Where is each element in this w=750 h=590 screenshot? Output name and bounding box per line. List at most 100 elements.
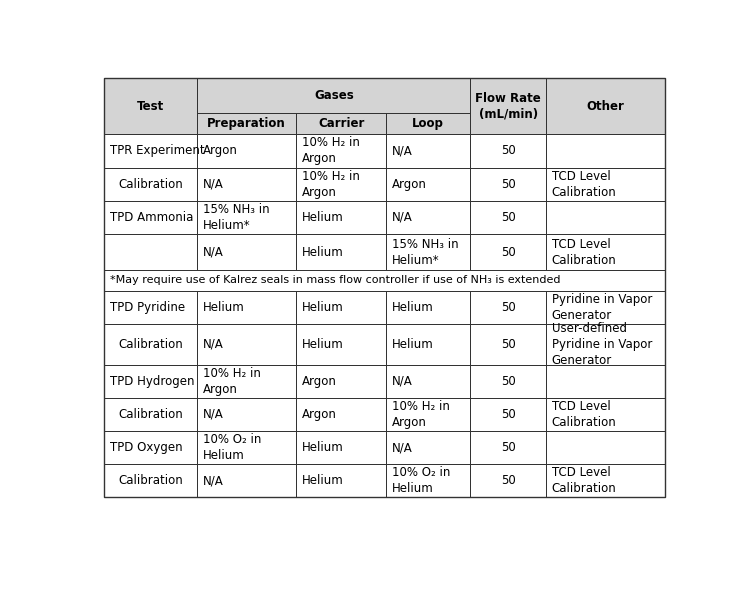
Text: N/A: N/A <box>392 375 412 388</box>
Bar <box>546 431 664 464</box>
Text: Argon: Argon <box>203 145 238 158</box>
Bar <box>386 464 470 497</box>
Bar <box>197 234 296 270</box>
Text: Helium: Helium <box>302 338 344 351</box>
Bar <box>546 365 664 398</box>
Text: Preparation: Preparation <box>207 117 286 130</box>
Text: N/A: N/A <box>392 145 412 158</box>
Bar <box>546 291 664 324</box>
Bar <box>546 168 664 201</box>
Text: N/A: N/A <box>392 211 412 224</box>
Bar <box>386 168 470 201</box>
Text: TCD Level
Calibration: TCD Level Calibration <box>552 400 616 429</box>
Bar <box>296 291 386 324</box>
Bar <box>197 324 296 365</box>
Text: 50: 50 <box>501 375 515 388</box>
Text: TPD Ammonia: TPD Ammonia <box>110 211 194 224</box>
Bar <box>546 291 664 324</box>
Bar <box>296 464 386 497</box>
Text: 50: 50 <box>501 338 515 351</box>
Bar <box>197 291 296 324</box>
Bar <box>197 291 296 324</box>
Bar <box>296 365 386 398</box>
Bar <box>546 398 664 431</box>
Bar <box>104 270 664 291</box>
Bar <box>386 431 470 464</box>
Text: TPD Oxygen: TPD Oxygen <box>110 441 183 454</box>
Bar <box>470 168 546 201</box>
Bar <box>470 78 546 135</box>
Bar <box>104 431 197 464</box>
Bar <box>296 168 386 201</box>
Bar <box>386 324 470 365</box>
Text: Gases: Gases <box>314 88 354 101</box>
Bar <box>546 324 664 365</box>
Text: N/A: N/A <box>203 178 223 191</box>
Bar <box>386 365 470 398</box>
Text: Helium: Helium <box>302 474 344 487</box>
Text: TCD Level
Calibration: TCD Level Calibration <box>552 238 616 267</box>
Bar <box>546 78 664 135</box>
Bar <box>296 234 386 270</box>
Text: Calibration: Calibration <box>118 178 183 191</box>
Bar <box>546 135 664 168</box>
Bar <box>197 135 296 168</box>
Bar <box>386 234 470 270</box>
Bar <box>296 398 386 431</box>
Bar <box>546 464 664 497</box>
Text: Helium: Helium <box>302 245 344 258</box>
Text: 50: 50 <box>501 301 515 314</box>
Bar <box>386 464 470 497</box>
Bar <box>197 201 296 234</box>
Text: TCD Level
Calibration: TCD Level Calibration <box>552 170 616 199</box>
Bar <box>296 324 386 365</box>
Bar <box>386 135 470 168</box>
Bar <box>386 365 470 398</box>
Bar <box>470 135 546 168</box>
Bar <box>104 168 197 201</box>
Bar <box>470 431 546 464</box>
Bar <box>296 431 386 464</box>
Bar <box>104 201 197 234</box>
Text: 50: 50 <box>501 441 515 454</box>
Bar <box>546 431 664 464</box>
Bar <box>546 168 664 201</box>
Bar <box>104 234 197 270</box>
Bar <box>197 324 296 365</box>
Text: Pyridine in Vapor
Generator: Pyridine in Vapor Generator <box>552 293 652 322</box>
Bar <box>546 398 664 431</box>
Bar <box>104 398 197 431</box>
Text: Helium: Helium <box>392 338 433 351</box>
Text: N/A: N/A <box>203 408 223 421</box>
Text: Calibration: Calibration <box>118 408 183 421</box>
Bar <box>296 201 386 234</box>
Text: 15% NH₃ in
Helium*: 15% NH₃ in Helium* <box>392 238 458 267</box>
Bar <box>296 291 386 324</box>
Text: 50: 50 <box>501 211 515 224</box>
Text: 50: 50 <box>501 245 515 258</box>
Bar <box>386 135 470 168</box>
Bar <box>386 201 470 234</box>
Text: Helium: Helium <box>302 211 344 224</box>
Bar <box>546 78 664 135</box>
Bar <box>386 113 470 135</box>
Bar <box>296 201 386 234</box>
Text: 10% H₂ in
Argon: 10% H₂ in Argon <box>302 136 360 165</box>
Text: User-defined
Pyridine in Vapor
Generator: User-defined Pyridine in Vapor Generator <box>552 322 652 367</box>
Bar <box>386 431 470 464</box>
Text: Calibration: Calibration <box>118 474 183 487</box>
Bar <box>104 168 197 201</box>
Bar <box>386 168 470 201</box>
Bar <box>546 324 664 365</box>
Bar <box>470 168 546 201</box>
Bar <box>197 78 470 113</box>
Bar <box>197 365 296 398</box>
Text: Flow Rate
(mL/min): Flow Rate (mL/min) <box>476 91 541 120</box>
Bar <box>546 234 664 270</box>
Bar <box>197 113 296 135</box>
Text: Argon: Argon <box>392 178 427 191</box>
Bar <box>296 324 386 365</box>
Bar <box>470 431 546 464</box>
Bar <box>296 464 386 497</box>
Bar <box>386 291 470 324</box>
